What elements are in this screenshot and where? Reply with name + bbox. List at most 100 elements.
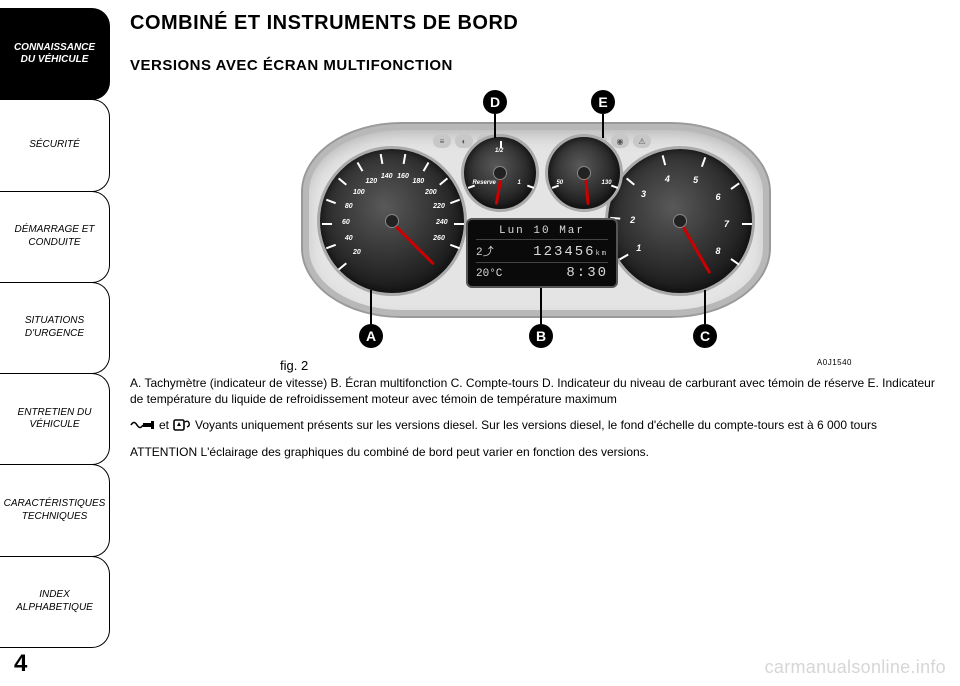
water-in-fuel-icon bbox=[172, 418, 192, 432]
fuel-gauge: Reserve 1/2 1 bbox=[461, 134, 539, 212]
figure-code: A0J1540 bbox=[817, 358, 852, 367]
section-subtitle: VERSIONS AVEC ÉCRAN MULTIFONCTION bbox=[130, 57, 942, 74]
callout-lead bbox=[540, 288, 542, 324]
gauge-number: 200 bbox=[425, 189, 437, 196]
display-temp: 20°C bbox=[476, 268, 502, 280]
tab-urgence[interactable]: SITUATIONSD'URGENCE bbox=[0, 282, 110, 374]
callout-lead bbox=[370, 290, 372, 324]
gauge-number: 1 bbox=[636, 243, 641, 253]
gauge-tick bbox=[338, 178, 347, 186]
display-clock: 8:30 bbox=[566, 265, 608, 281]
callout-b: B bbox=[529, 324, 553, 348]
gauge-number: 3 bbox=[641, 189, 646, 199]
gauge-number: 8 bbox=[716, 246, 721, 256]
gauge-tick bbox=[552, 185, 559, 189]
page-content: COMBINÉ ET INSTRUMENTS DE BORD VERSIONS … bbox=[130, 12, 942, 668]
tab-connaissance[interactable]: CONNAISSANCEDU VÉHICULE bbox=[0, 8, 110, 100]
callout-lead bbox=[704, 290, 706, 324]
gauge-number: 80 bbox=[345, 203, 353, 210]
speedometer-needle bbox=[390, 221, 435, 266]
display-divider bbox=[476, 262, 608, 263]
gauge-number: 1 bbox=[518, 180, 521, 186]
gauge-tick bbox=[730, 258, 739, 265]
gauge-tick bbox=[626, 178, 635, 186]
watermark: carmanualsonline.info bbox=[765, 657, 946, 678]
gauge-tick bbox=[701, 157, 706, 167]
tab-label: INDEXALPHABETIQUE bbox=[16, 589, 93, 614]
gauge-tick bbox=[500, 141, 502, 148]
tachometer-needle bbox=[679, 221, 712, 274]
gauge-number: 220 bbox=[433, 203, 445, 210]
gauge-number: 100 bbox=[353, 189, 365, 196]
gauge-tick bbox=[423, 162, 430, 172]
gauge-tick bbox=[527, 185, 534, 189]
gauge-number: Reserve bbox=[472, 180, 495, 186]
display-odometer: 123456km bbox=[533, 244, 608, 260]
callout-lead bbox=[602, 114, 604, 138]
gauge-tick bbox=[403, 154, 407, 164]
warning-icon: ≡ bbox=[433, 134, 451, 148]
instrument-cluster-figure: D E ≡ ◐ ≈ ✦ ◉ ⚠ 204060801001201401601802… bbox=[301, 86, 771, 354]
multifunction-display: Lun 10 Mar 2⤴ 123456km 20°C 8:30 bbox=[466, 218, 618, 288]
callout-a: A bbox=[359, 324, 383, 348]
gauge-number: 1/2 bbox=[495, 148, 503, 154]
gauge-number: 6 bbox=[716, 192, 721, 202]
page-title: COMBINÉ ET INSTRUMENTS DE BORD bbox=[130, 12, 942, 35]
gauge-tick bbox=[450, 244, 460, 249]
figure-container: D E ≡ ◐ ≈ ✦ ◉ ⚠ 204060801001201401601802… bbox=[130, 86, 942, 354]
tab-label: SÉCURITÉ bbox=[29, 139, 80, 152]
gauge-tick bbox=[611, 185, 618, 189]
gauge-hub bbox=[673, 214, 687, 228]
gauge-number: 120 bbox=[366, 178, 378, 185]
display-divider bbox=[476, 239, 608, 240]
gauge-number: 180 bbox=[413, 178, 425, 185]
sidebar-tabs: CONNAISSANCEDU VÉHICULE SÉCURITÉ DÉMARRA… bbox=[0, 8, 110, 648]
gauge-number: 40 bbox=[345, 235, 353, 242]
gauge-tick bbox=[730, 182, 739, 189]
gauge-hub bbox=[577, 166, 591, 180]
gauge-tick bbox=[439, 178, 448, 186]
gauge-number: 7 bbox=[724, 219, 729, 229]
display-date-row: Lun 10 Mar bbox=[476, 225, 608, 237]
tab-demarrage[interactable]: DÉMARRAGE ETCONDUITE bbox=[0, 191, 110, 283]
gauge-hub bbox=[493, 166, 507, 180]
gauge-number: 140 bbox=[381, 173, 393, 180]
gauge-number: 20 bbox=[353, 249, 361, 256]
gauge-number: 60 bbox=[342, 219, 350, 226]
gauge-number: 240 bbox=[436, 219, 448, 226]
gauge-tick bbox=[322, 223, 332, 225]
tachometer-gauge: 1 2 3 4 5 6 7 8 bbox=[605, 146, 755, 296]
tab-label: CONNAISSANCEDU VÉHICULE bbox=[14, 42, 95, 67]
figure-caption-row: fig. 2 A0J1540 bbox=[130, 358, 942, 374]
figure-legend: A. Tachymètre (indicateur de vitesse) B.… bbox=[130, 375, 942, 407]
conjunction: et bbox=[159, 417, 169, 433]
speedometer-gauge: 2040 60 80100120140 160 180200 220 240 260 bbox=[317, 146, 467, 296]
gauge-tick bbox=[326, 199, 336, 204]
gauge-tick bbox=[338, 262, 347, 270]
gauge-number: 4 bbox=[665, 174, 670, 184]
tab-caracteristiques[interactable]: CARACTÉRISTIQUESTECHNIQUES bbox=[0, 464, 110, 556]
tab-entretien[interactable]: ENTRETIEN DUVÉHICULE bbox=[0, 373, 110, 465]
gauge-tick bbox=[742, 223, 752, 225]
callout-e: E bbox=[591, 90, 615, 114]
attention-note: ATTENTION L'éclairage des graphiques du … bbox=[130, 444, 942, 460]
temp-gauge: 50130 bbox=[545, 134, 623, 212]
gauge-tick bbox=[619, 254, 629, 261]
gauge-number: 260 bbox=[433, 235, 445, 242]
callout-d: D bbox=[483, 90, 507, 114]
gauge-hub bbox=[385, 214, 399, 228]
tab-index[interactable]: INDEXALPHABETIQUE bbox=[0, 556, 110, 648]
callout-lead bbox=[494, 114, 496, 138]
tab-securite[interactable]: SÉCURITÉ bbox=[0, 99, 110, 191]
gauge-tick bbox=[380, 154, 384, 164]
display-temp-clock-row: 20°C 8:30 bbox=[476, 265, 608, 281]
gauge-number: 160 bbox=[397, 173, 409, 180]
tab-label: ENTRETIEN DUVÉHICULE bbox=[18, 407, 92, 432]
diesel-note: et Voyants uniquement présents sur les v… bbox=[130, 417, 942, 433]
figure-number: fig. 2 bbox=[280, 358, 308, 373]
gauge-number: 5 bbox=[693, 175, 698, 185]
gauge-number: 2 bbox=[630, 215, 635, 225]
warning-icon: ⚠ bbox=[633, 134, 651, 148]
diesel-note-text: Voyants uniquement présents sur les vers… bbox=[195, 417, 877, 433]
display-odo-row: 2⤴ 123456km bbox=[476, 243, 608, 260]
